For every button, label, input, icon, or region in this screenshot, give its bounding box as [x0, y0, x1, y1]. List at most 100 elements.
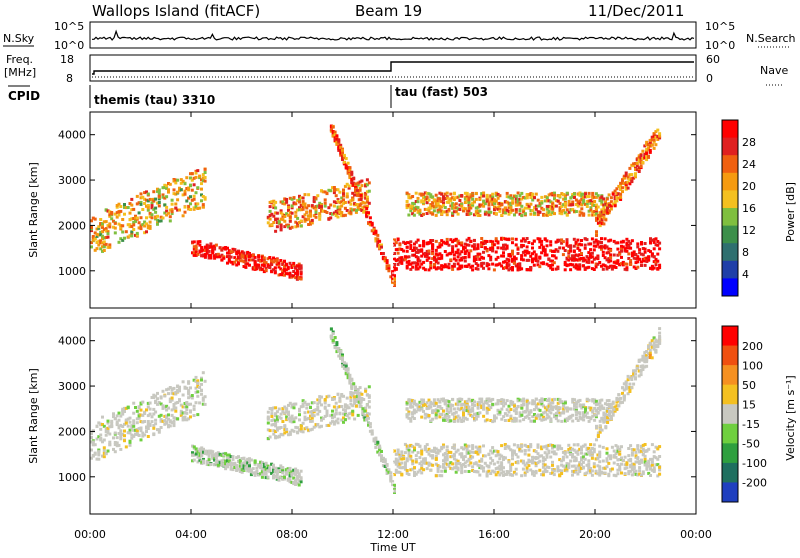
echo-cell [473, 243, 476, 246]
echo-cell [287, 266, 290, 269]
echo-cell [281, 466, 284, 469]
echo-cell [649, 151, 652, 154]
echo-cell [267, 411, 270, 414]
echo-cell [549, 240, 552, 243]
echo-cell [622, 240, 625, 243]
echo-cell [486, 240, 489, 243]
echo-cell [656, 260, 659, 263]
echo-cell [511, 474, 514, 477]
echo-cell [442, 201, 445, 204]
echo-cell [629, 247, 632, 250]
echo-cell [193, 405, 196, 408]
cpid-label: CPID [8, 89, 40, 103]
echo-cell [130, 234, 133, 237]
echo-cell [612, 193, 615, 196]
echo-cell [369, 422, 372, 425]
echo-cell [633, 250, 636, 253]
y-tick-label: 3000 [58, 174, 86, 187]
echo-cell [289, 432, 292, 435]
echo-cell [302, 197, 305, 200]
echo-cell [655, 263, 658, 266]
echo-cell [307, 403, 310, 406]
echo-cell [108, 433, 111, 436]
echo-cell [335, 134, 338, 137]
echo-cell [324, 205, 327, 208]
echo-cell [198, 386, 201, 389]
echo-cell [609, 256, 612, 259]
echo-cell [171, 397, 174, 400]
echo-cell [553, 194, 556, 197]
echo-cell [200, 383, 203, 386]
echo-cell [326, 414, 329, 417]
echo-cell [274, 206, 277, 209]
echo-cell [171, 210, 174, 213]
echo-cell [147, 193, 150, 196]
echo-cell [593, 443, 596, 446]
echo-cell [99, 428, 102, 431]
echo-cell [489, 211, 492, 214]
echo-cell [300, 264, 303, 267]
echo-cell [645, 152, 648, 155]
echo-cell [237, 262, 240, 265]
echo-cell [348, 417, 351, 420]
echo-cell [588, 214, 591, 217]
echo-cell [417, 239, 420, 242]
echo-cell [460, 241, 463, 244]
echo-cell [274, 266, 277, 269]
echo-cell [265, 473, 268, 476]
echo-cell [195, 376, 198, 379]
echo-cell [602, 197, 605, 200]
echo-cell [486, 473, 489, 476]
echo-cell [433, 263, 436, 266]
echo-cell [248, 464, 251, 467]
echo-cell [555, 205, 558, 208]
echo-cell [272, 221, 275, 224]
echo-cell [486, 249, 489, 252]
echo-cell [304, 213, 307, 216]
echo-cell [140, 409, 143, 412]
echo-cell [123, 434, 126, 437]
echo-cell [457, 467, 460, 470]
echo-cell [502, 255, 505, 258]
echo-cell [627, 187, 630, 190]
echo-cell [145, 230, 148, 233]
echo-cell [546, 254, 549, 257]
echo-cell [588, 192, 591, 195]
echo-cell [114, 231, 117, 234]
echo-cell [127, 206, 130, 209]
echo-cell [468, 445, 471, 448]
echo-cell [527, 464, 530, 467]
echo-cell [324, 398, 327, 401]
echo-cell [338, 191, 341, 194]
echo-cell [294, 416, 297, 419]
echo-cell [283, 424, 286, 427]
echo-cell [446, 213, 449, 216]
echo-cell [352, 177, 355, 180]
echo-cell [446, 456, 449, 459]
echo-cell [387, 269, 390, 272]
echo-cell [187, 205, 190, 208]
echo-cell [174, 410, 177, 413]
echo-cell [424, 457, 427, 460]
echo-cell [429, 469, 432, 472]
echo-cell [103, 446, 106, 449]
echo-cell [511, 463, 514, 466]
echo-cell [502, 466, 505, 469]
echo-cell [575, 459, 578, 462]
echo-cell [402, 457, 405, 460]
echo-cell [576, 453, 579, 456]
echo-cell [620, 250, 623, 253]
echo-cell [644, 242, 647, 245]
echo-cell [200, 188, 203, 191]
echo-cell [121, 224, 124, 227]
echo-cell [356, 391, 359, 394]
echo-cell [313, 401, 316, 404]
echo-cell [497, 240, 500, 243]
echo-cell [537, 443, 540, 446]
echo-cell [132, 412, 135, 415]
echo-cell [338, 400, 341, 403]
echo-cell [533, 196, 536, 199]
echo-cell [278, 408, 281, 411]
echo-cell [215, 244, 218, 247]
echo-cell [121, 218, 124, 221]
